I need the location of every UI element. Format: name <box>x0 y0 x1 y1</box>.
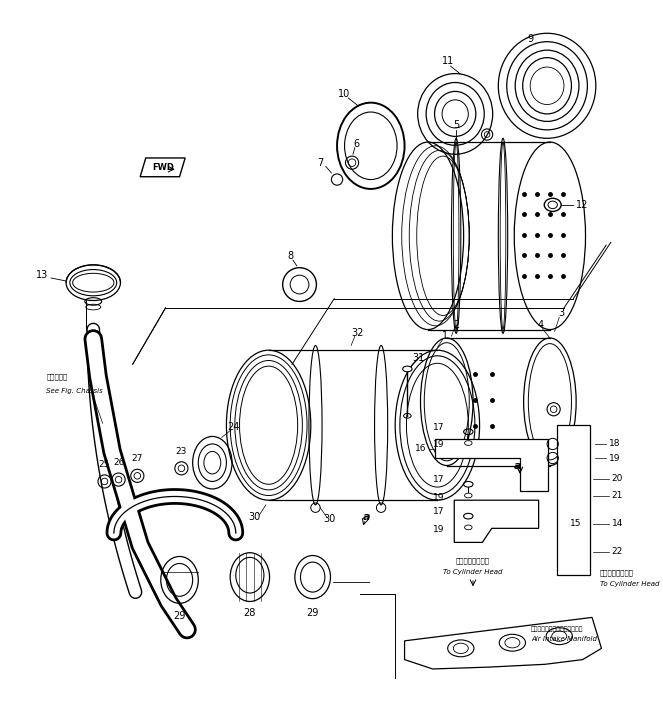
Text: 18: 18 <box>609 439 621 448</box>
Text: 30: 30 <box>249 512 261 522</box>
Text: 21: 21 <box>612 491 623 500</box>
Polygon shape <box>404 618 601 669</box>
Text: 2: 2 <box>453 320 459 330</box>
Text: To Cylinder Head: To Cylinder Head <box>599 580 659 587</box>
Text: 19: 19 <box>434 441 445 450</box>
Text: 5: 5 <box>453 120 459 130</box>
Polygon shape <box>140 158 185 176</box>
Text: 13: 13 <box>36 270 48 280</box>
Text: 4: 4 <box>538 320 544 330</box>
Text: エアーインテークマニホールド: エアーインテークマニホールド <box>531 627 583 633</box>
Text: 26: 26 <box>113 458 124 467</box>
Text: 30: 30 <box>324 514 335 524</box>
Text: 23: 23 <box>176 447 187 456</box>
Ellipse shape <box>499 33 596 138</box>
Text: 17: 17 <box>434 423 445 431</box>
Text: 8: 8 <box>287 251 293 261</box>
Text: 1: 1 <box>442 331 448 341</box>
Text: 20: 20 <box>612 474 623 483</box>
Text: シリンダヘッドへ: シリンダヘッドへ <box>456 558 490 565</box>
Text: 29: 29 <box>173 611 186 621</box>
Text: 28: 28 <box>244 608 256 618</box>
Text: 25: 25 <box>99 460 110 469</box>
Text: 車体図参照: 車体図参照 <box>46 373 68 380</box>
Text: 27: 27 <box>132 455 143 463</box>
Text: 15: 15 <box>570 519 582 528</box>
Text: 9: 9 <box>527 34 533 44</box>
Text: To Cylinder Head: To Cylinder Head <box>444 570 503 575</box>
Text: 7: 7 <box>317 157 324 167</box>
Text: 11: 11 <box>442 56 453 66</box>
Text: 19: 19 <box>434 525 445 534</box>
Text: 19: 19 <box>434 493 445 502</box>
Text: a: a <box>363 512 371 522</box>
Text: 3: 3 <box>558 308 564 318</box>
Text: 31: 31 <box>412 353 425 363</box>
Text: 10: 10 <box>338 89 351 100</box>
Polygon shape <box>454 501 538 542</box>
Text: 17: 17 <box>434 507 445 516</box>
Ellipse shape <box>402 366 412 372</box>
Text: 29: 29 <box>306 608 319 618</box>
Text: 32: 32 <box>351 328 364 338</box>
Text: 22: 22 <box>612 547 623 556</box>
Text: Air Intake Manifold: Air Intake Manifold <box>531 636 597 642</box>
Text: See Fig. Chassis: See Fig. Chassis <box>46 388 103 393</box>
Text: 16: 16 <box>414 444 426 453</box>
Polygon shape <box>558 425 590 575</box>
Text: 6: 6 <box>353 139 360 149</box>
Text: 17: 17 <box>434 475 445 484</box>
Text: FWD: FWD <box>152 163 174 172</box>
Text: 14: 14 <box>612 519 623 528</box>
Text: 19: 19 <box>609 453 621 462</box>
Text: 24: 24 <box>227 422 239 432</box>
Text: シリンダヘッドへ: シリンダヘッドへ <box>599 569 634 575</box>
Polygon shape <box>436 439 548 491</box>
Text: a: a <box>514 460 522 470</box>
Text: 12: 12 <box>576 200 589 210</box>
